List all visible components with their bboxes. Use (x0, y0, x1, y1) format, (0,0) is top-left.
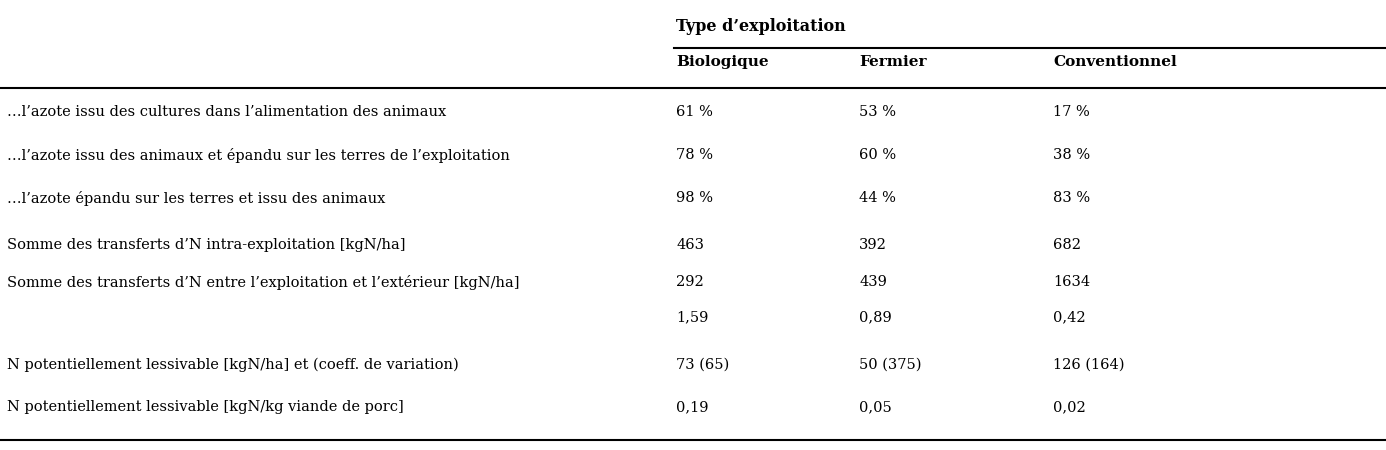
Text: …l’azote épandu sur les terres et issu des animaux: …l’azote épandu sur les terres et issu d… (7, 191, 385, 206)
Text: Biologique: Biologique (676, 55, 769, 69)
Text: 50 (375): 50 (375) (859, 358, 922, 372)
Text: Somme des transferts d’N entre l’exploitation et l’extérieur [kgN/ha]: Somme des transferts d’N entre l’exploit… (7, 275, 520, 290)
Text: 0,02: 0,02 (1053, 400, 1087, 414)
Text: Conventionnel: Conventionnel (1053, 55, 1177, 69)
Text: 61 %: 61 % (676, 105, 714, 119)
Text: 83 %: 83 % (1053, 191, 1091, 205)
Text: 98 %: 98 % (676, 191, 714, 205)
Text: 0,19: 0,19 (676, 400, 708, 414)
Text: N potentiellement lessivable [kgN/kg viande de porc]: N potentiellement lessivable [kgN/kg via… (7, 400, 403, 414)
Text: 60 %: 60 % (859, 148, 897, 162)
Text: 439: 439 (859, 275, 887, 289)
Text: 38 %: 38 % (1053, 148, 1091, 162)
Text: Type d’exploitation: Type d’exploitation (676, 18, 845, 35)
Text: 1634: 1634 (1053, 275, 1091, 289)
Text: 78 %: 78 % (676, 148, 714, 162)
Text: 53 %: 53 % (859, 105, 897, 119)
Text: 392: 392 (859, 238, 887, 252)
Text: 17 %: 17 % (1053, 105, 1091, 119)
Text: N potentiellement lessivable [kgN/ha] et (coeff. de variation): N potentiellement lessivable [kgN/ha] et… (7, 358, 459, 373)
Text: 73 (65): 73 (65) (676, 358, 729, 372)
Text: 0,42: 0,42 (1053, 310, 1087, 324)
Text: 1,59: 1,59 (676, 310, 708, 324)
Text: 292: 292 (676, 275, 704, 289)
Text: 0,89: 0,89 (859, 310, 893, 324)
Text: Somme des transferts d’N intra-exploitation [kgN/ha]: Somme des transferts d’N intra-exploitat… (7, 238, 406, 252)
Text: 126 (164): 126 (164) (1053, 358, 1125, 372)
Text: 463: 463 (676, 238, 704, 252)
Text: …l’azote issu des animaux et épandu sur les terres de l’exploitation: …l’azote issu des animaux et épandu sur … (7, 148, 510, 163)
Text: …l’azote issu des cultures dans l’alimentation des animaux: …l’azote issu des cultures dans l’alimen… (7, 105, 446, 119)
Text: Fermier: Fermier (859, 55, 927, 69)
Text: 44 %: 44 % (859, 191, 897, 205)
Text: 0,05: 0,05 (859, 400, 893, 414)
Text: 682: 682 (1053, 238, 1081, 252)
